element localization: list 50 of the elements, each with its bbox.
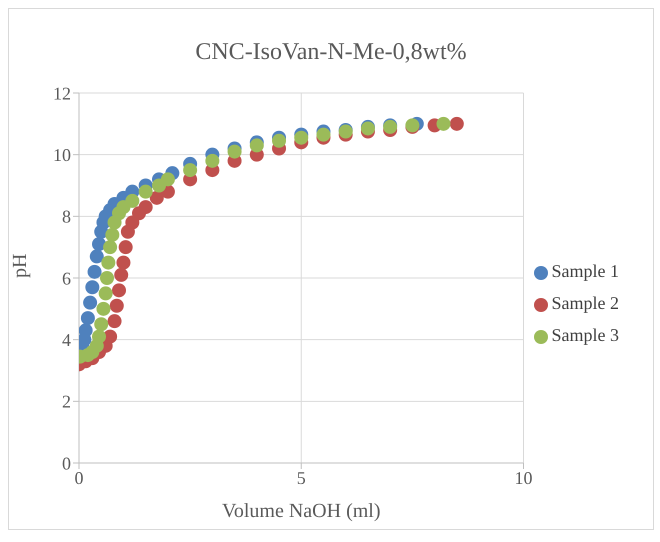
point [183, 163, 198, 178]
point [88, 264, 102, 279]
point [101, 256, 116, 270]
point [94, 317, 108, 332]
x-tick-label: 10 [514, 468, 532, 488]
point [125, 216, 140, 230]
chart-title: CNC-IsoVan-N-Me-0,8wt% [194, 38, 468, 67]
y-tick-label: 4 [62, 330, 71, 350]
point [112, 283, 126, 298]
y-tick-label: 10 [53, 145, 71, 166]
point [98, 286, 113, 300]
point [228, 144, 242, 159]
x-tick-label: 5 [296, 468, 306, 488]
point [108, 314, 122, 328]
point [110, 298, 124, 313]
point [118, 240, 133, 254]
y-tick-label: 12 [53, 83, 71, 104]
point [100, 271, 114, 285]
point [92, 330, 106, 344]
point [125, 194, 140, 208]
point [116, 256, 130, 270]
point [138, 184, 153, 199]
y-tick-label: 0 [62, 453, 71, 474]
point [138, 200, 153, 214]
point [450, 116, 464, 131]
point [103, 240, 118, 254]
y-axis-title: pH [9, 254, 32, 278]
point [272, 134, 286, 148]
point [85, 280, 100, 294]
point [105, 228, 120, 242]
y-tick-label: 8 [62, 206, 71, 227]
y-tick-label: 6 [62, 268, 71, 288]
point [316, 128, 330, 142]
legend-label: Sample 1 [552, 261, 619, 281]
x-tick-label: 0 [74, 468, 84, 488]
point [160, 172, 175, 186]
y-tick-label: 2 [62, 392, 71, 412]
point [90, 249, 104, 264]
point [436, 116, 450, 131]
point [205, 154, 220, 168]
x-axis-title: Volume NaOH (ml) [222, 500, 380, 522]
point [83, 296, 98, 310]
legend-label: Sample 2 [552, 293, 619, 313]
point [114, 268, 128, 282]
point [79, 323, 93, 338]
legend-label: Sample 3 [552, 325, 619, 345]
point [294, 130, 308, 145]
point [80, 311, 95, 326]
point [250, 138, 264, 152]
point [96, 302, 110, 316]
